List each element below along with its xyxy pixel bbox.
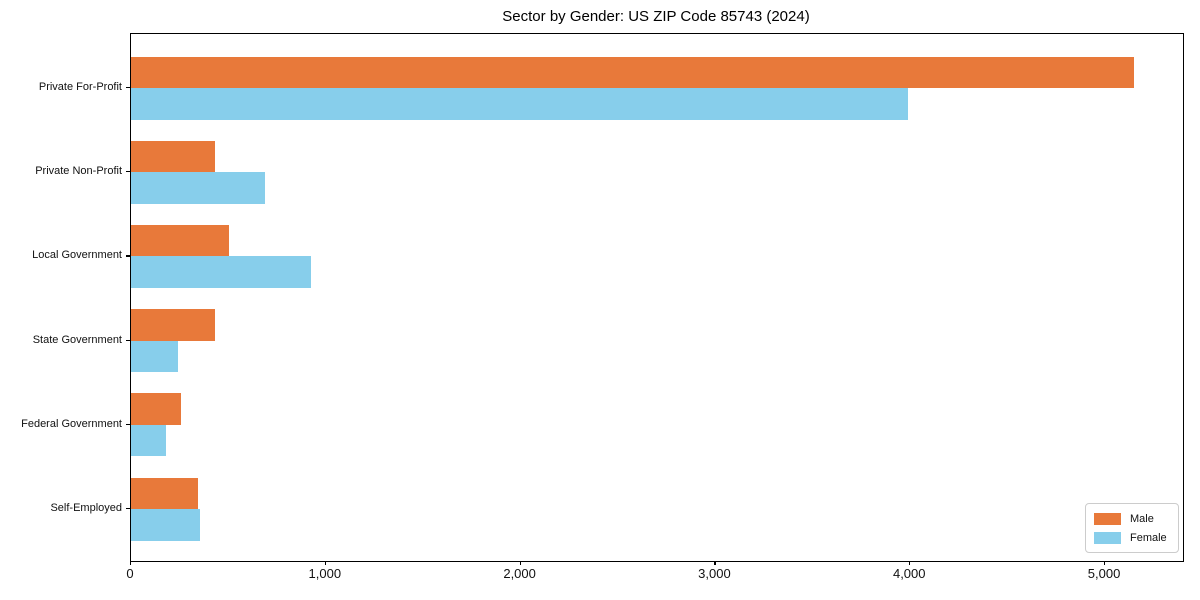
y-axis-label-private-non-profit: Private Non-Profit <box>35 165 122 178</box>
bar-male-private-for-profit <box>131 56 1135 88</box>
bar-female-private-non-profit <box>131 172 266 204</box>
legend-label-female: Female <box>1130 531 1167 544</box>
y-axis-tick <box>126 508 130 510</box>
y-axis-tick <box>126 423 130 425</box>
y-axis-tick <box>126 255 130 257</box>
y-axis-tick <box>126 171 130 173</box>
y-axis-label-local-government: Local Government <box>32 249 122 262</box>
x-axis-tick <box>130 561 132 565</box>
chart-title: Sector by Gender: US ZIP Code 85743 (202… <box>502 8 810 25</box>
y-axis-label-private-for-profit: Private For-Profit <box>38 81 122 93</box>
bar-female-state-government <box>131 340 178 373</box>
female-series-swatch <box>1094 531 1121 544</box>
legend: Male Female <box>1085 503 1179 553</box>
x-axis-tick-label: 4,000 <box>892 566 926 581</box>
bar-female-federal-government <box>131 424 167 457</box>
bar-female-self-employed <box>131 509 201 541</box>
x-axis-tick <box>519 561 521 565</box>
x-axis-tick <box>909 561 911 565</box>
x-axis-tick-label: 3,000 <box>698 566 731 581</box>
x-axis-tick-label: 0 <box>126 566 134 581</box>
x-axis-tick-label: 2,000 <box>503 566 536 581</box>
y-axis-label-state-government: State Government <box>32 333 122 346</box>
x-axis-tick-label: 1,000 <box>308 566 342 581</box>
y-axis-tick <box>126 339 130 341</box>
plot-area: Male Female <box>130 33 1184 562</box>
bar-male-self-employed <box>131 477 199 509</box>
legend-item-female: Female <box>1094 528 1172 547</box>
bar-male-state-government <box>131 309 215 341</box>
male-series-swatch <box>1094 512 1121 525</box>
x-axis-tick <box>1104 561 1106 565</box>
x-axis-tick-label: 5,000 <box>1087 566 1121 581</box>
y-axis-label-federal-government: Federal Government <box>21 417 122 430</box>
bar-male-private-non-profit <box>131 140 215 173</box>
x-axis-tick <box>324 561 326 565</box>
y-axis-label-self-employed: Self-Employed <box>50 502 122 514</box>
x-axis-tick <box>714 561 716 565</box>
bar-female-private-for-profit <box>131 88 909 120</box>
legend-item-male: Male <box>1094 509 1172 528</box>
bar-male-federal-government <box>131 393 181 425</box>
bar-female-local-government <box>131 256 312 288</box>
bar-male-local-government <box>131 224 230 257</box>
y-axis-tick <box>126 87 130 89</box>
legend-label-male: Male <box>1130 512 1154 525</box>
